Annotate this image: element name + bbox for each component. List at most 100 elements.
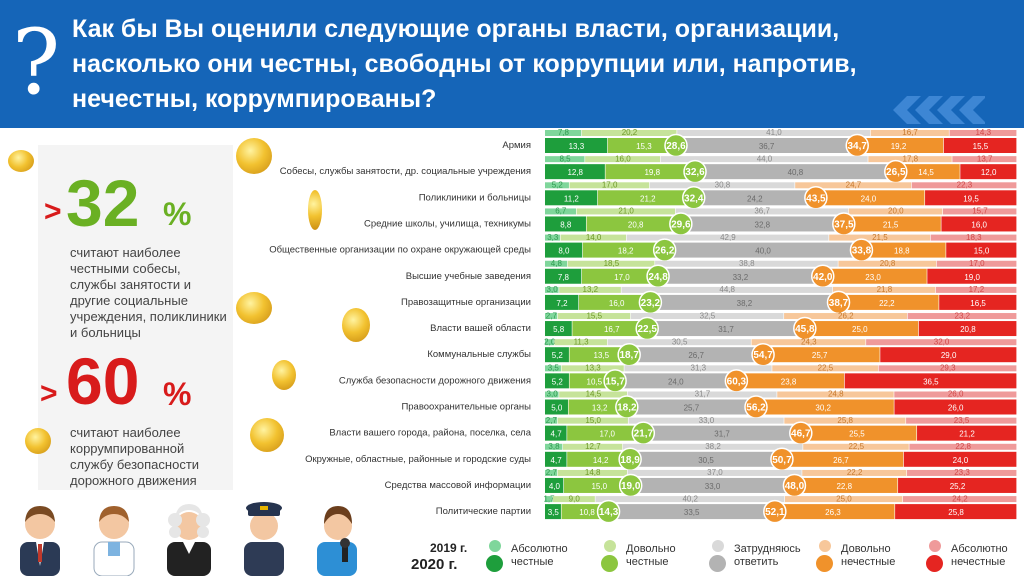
value-label-2020: 8,8	[560, 220, 572, 229]
value-label-2019: 30,5	[672, 337, 688, 346]
honest-total-label: 24,8	[648, 272, 668, 283]
bar-2020-segment	[545, 504, 561, 520]
bar-2020-segment	[777, 451, 904, 467]
value-label-2019: 15,0	[585, 416, 601, 425]
value-label-2020: 31,7	[714, 430, 730, 439]
value-label-2019: 7,8	[558, 128, 570, 137]
value-label-2020: 14,5	[918, 168, 934, 177]
bar-2019-segment	[952, 156, 1017, 163]
value-label-2019: 11,3	[574, 337, 590, 346]
page-title: Как бы Вы оценили следующие органы власт…	[72, 15, 857, 113]
value-label-2020: 40,0	[755, 247, 771, 256]
bar-2020-segment	[853, 138, 944, 153]
bar-2020-segment	[943, 138, 1017, 153]
honest-total-label: 22,5	[637, 324, 657, 335]
value-label-2019: 3,0	[547, 390, 559, 399]
bar-2020-segment	[800, 321, 919, 337]
honest-total-label: 21,7	[634, 429, 654, 440]
value-label-2019: 13,3	[585, 364, 601, 373]
value-label-2019: 18,5	[604, 259, 620, 268]
value-label-2019: 25,0	[836, 494, 852, 503]
value-label-2020: 23,8	[781, 377, 797, 386]
value-label-2019: 21,5	[872, 233, 888, 242]
bar-2019-segment	[942, 208, 1017, 215]
bar-2019-segment	[907, 469, 1017, 476]
dishonest-total-label: 43,5	[806, 193, 826, 204]
value-label-2020: 10,5	[587, 377, 603, 386]
bar-2019-segment	[567, 260, 655, 267]
honest-total-label: 18,7	[619, 350, 639, 361]
bar-2020-segment	[597, 190, 698, 206]
bar-2019-segment	[630, 313, 784, 320]
value-label-2020: 26,0	[948, 404, 964, 413]
value-label-2020: 25,2	[950, 482, 966, 491]
bar-2019-segment	[936, 260, 1017, 267]
honest-total-label: 28,6	[666, 141, 686, 152]
row-label: Средние школы, училища, техникумы	[364, 218, 531, 229]
value-label-2019: 17,0	[969, 259, 985, 268]
value-label-2020: 5,0	[551, 404, 563, 413]
bar-2020-segment	[545, 216, 586, 232]
bar-2019-segment	[675, 208, 849, 215]
value-label-2020: 26,7	[688, 351, 704, 360]
value-label-2019: 37,0	[707, 468, 723, 477]
question-mark-icon: ?	[12, 10, 61, 115]
honest-total-label: 15,7	[605, 376, 625, 387]
bar-2020-segment	[844, 373, 1017, 389]
dishonest-total-label: 42,0	[813, 272, 833, 283]
bar-2019-segment	[909, 443, 1017, 450]
legend-swatch-2020	[816, 555, 833, 572]
value-label-2020: 5,2	[552, 377, 564, 386]
value-label-2020: 16,0	[971, 220, 987, 229]
bar-2019-segment	[554, 339, 608, 346]
bar-2019-segment	[649, 182, 795, 189]
bar-2019-segment	[677, 130, 871, 136]
legend-swatch-2019	[604, 540, 616, 552]
bar-2020-segment	[946, 242, 1017, 258]
bar-2020-segment	[927, 268, 1017, 284]
coin-icon	[8, 150, 34, 172]
bar-2020-segment	[651, 321, 801, 337]
value-label-2019: 21,8	[877, 285, 893, 294]
value-label-2019: 24,3	[801, 337, 817, 346]
row-label: Общественные организации по охране окруж…	[269, 245, 531, 256]
bar-2020-segment	[545, 425, 567, 441]
bar-2020-segment	[634, 451, 778, 467]
bar-2019-segment	[660, 156, 868, 163]
bar-2019-segment	[545, 130, 582, 136]
bar-2019-segment	[930, 234, 1017, 241]
chevrons-icon	[893, 96, 985, 124]
value-label-2019: 2,7	[546, 468, 558, 477]
bar-2020-segment	[895, 504, 1017, 520]
value-label-2019: 29,3	[940, 364, 956, 373]
stat2-unit: %	[163, 376, 192, 412]
bar-2020-segment	[545, 451, 567, 467]
value-label-2019: 1,7	[543, 494, 555, 503]
bar-2020-segment	[668, 242, 857, 258]
value-label-2020: 19,8	[644, 168, 660, 177]
value-label-2020: 19,5	[963, 194, 979, 203]
value-label-2019: 44,8	[719, 285, 735, 294]
value-label-2020: 21,5	[883, 220, 899, 229]
legend-swatch-2019	[929, 540, 941, 552]
value-label-2019: 2,0	[544, 337, 556, 346]
bar-2019-segment	[607, 339, 751, 346]
value-label-2020: 24,0	[953, 456, 969, 465]
person-businessman-icon	[20, 506, 60, 576]
row-label: Поликлиники и больницы	[419, 192, 531, 203]
value-label-2019: 22,5	[848, 442, 864, 451]
value-label-2019: 31,7	[695, 390, 711, 399]
bar-2019-segment	[784, 313, 908, 320]
bar-2019-segment	[848, 208, 943, 215]
value-label-2020: 15,0	[591, 482, 607, 491]
honest-total-label: 18,2	[617, 403, 637, 414]
bar-2019-segment	[870, 130, 949, 136]
bar-2020-segment	[770, 504, 895, 520]
stat2-text: считают наиболее коррумпированной службу…	[70, 425, 200, 488]
value-label-2019: 14,5	[586, 390, 602, 399]
bar-2020-segment	[545, 242, 583, 258]
value-label-2020: 3,5	[548, 508, 560, 517]
bar-2019-segment	[628, 417, 784, 424]
greater-than-sign: >	[44, 195, 62, 228]
bar-2019-segment	[784, 417, 906, 424]
